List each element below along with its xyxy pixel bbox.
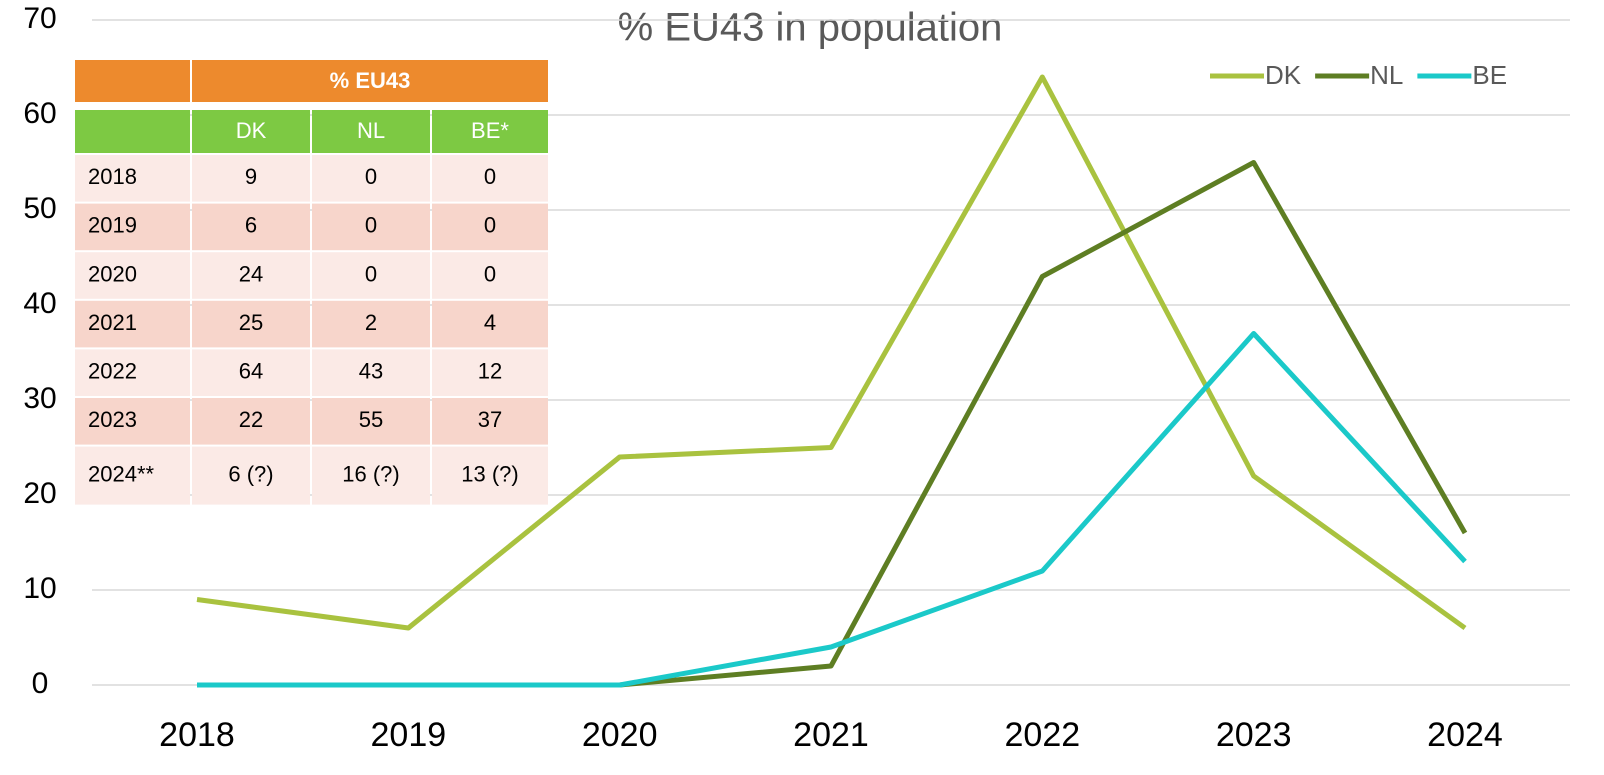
table-cell-bg <box>432 300 548 348</box>
table-cell-bg <box>75 300 190 348</box>
table-cell-bg <box>75 446 190 505</box>
table-col-bg <box>192 110 310 153</box>
table-cell-bg <box>192 349 310 396</box>
y-tick-label: 60 <box>23 97 56 130</box>
table-col-bg <box>312 110 430 153</box>
table-cell: 2020 <box>88 261 137 286</box>
table-cell: 0 <box>365 164 377 189</box>
table-column: NL <box>357 118 385 143</box>
table-cell-bg <box>192 203 310 251</box>
table-cell: 25 <box>239 310 263 335</box>
legend-label: BE <box>1472 60 1507 90</box>
x-tick-label: 2024 <box>1427 716 1503 754</box>
table-cell-bg <box>432 349 548 396</box>
table-column: BE* <box>471 118 509 143</box>
table-cell: 0 <box>484 164 496 189</box>
table-cell: 16 (?) <box>342 461 399 486</box>
chart-title: % EU43 in population <box>618 6 1003 50</box>
table-cell: 4 <box>484 310 496 335</box>
data-line <box>196 74 1467 631</box>
table-cell: 0 <box>365 261 377 286</box>
legend-label: NL <box>1370 60 1403 90</box>
table-cell-bg <box>312 155 430 202</box>
table-cell: 2018 <box>88 164 137 189</box>
table-header-bg <box>192 60 548 102</box>
table-cell-bg <box>75 203 190 251</box>
table-cell-bg <box>312 349 430 396</box>
table-cell: 6 <box>245 213 257 238</box>
table-cell: 9 <box>245 164 257 189</box>
table-cell-bg <box>75 398 190 445</box>
table-cell-bg <box>75 155 190 202</box>
table-cell: 2023 <box>88 407 137 432</box>
table-cell-bg <box>312 300 430 348</box>
table-cell: 0 <box>484 213 496 238</box>
table-cell: 43 <box>359 359 383 384</box>
table-cell-bg <box>192 446 310 505</box>
x-tick-label: 2022 <box>1005 716 1081 754</box>
table-cell: 22 <box>239 407 263 432</box>
table-cell-bg <box>312 398 430 445</box>
table-cell-bg <box>312 446 430 505</box>
table-column: DK <box>236 118 267 143</box>
table-cell-bg <box>192 300 310 348</box>
table-cell: 0 <box>365 213 377 238</box>
x-tick-label: 2021 <box>793 716 869 754</box>
table-cell-bg <box>432 398 548 445</box>
table-header: % EU43 <box>330 68 411 93</box>
data-line <box>197 331 1467 688</box>
table-cell: 2019 <box>88 213 137 238</box>
y-tick-label: 20 <box>23 477 56 510</box>
legend-label: DK <box>1265 60 1302 90</box>
table-cell-bg <box>192 155 310 202</box>
table-col-bg <box>432 110 548 153</box>
x-tick-label: 2023 <box>1216 716 1292 754</box>
x-tick-label: 2018 <box>159 716 235 754</box>
table-cell: 6 (?) <box>228 461 273 486</box>
table-cell-bg <box>312 252 430 299</box>
x-tick-label: 2020 <box>582 716 658 754</box>
y-tick-label: 0 <box>32 667 49 700</box>
table-cell: 2024** <box>88 461 155 486</box>
table-cell: 2021 <box>88 310 137 335</box>
table-cell-bg <box>75 349 190 396</box>
table-cell: 37 <box>478 407 502 432</box>
table-cell-bg <box>312 203 430 251</box>
y-tick-label: 50 <box>23 192 56 225</box>
table-cell: 2 <box>365 310 377 335</box>
table-cell-bg <box>432 155 548 202</box>
table-col-bg <box>75 110 190 153</box>
table-cell: 2022 <box>88 359 137 384</box>
y-tick-label: 40 <box>23 287 56 320</box>
table-cell-bg <box>432 203 548 251</box>
table-cell: 64 <box>239 359 263 384</box>
table-cell-bg <box>432 446 548 505</box>
table-cell-bg <box>432 252 548 299</box>
table-cell: 12 <box>478 359 502 384</box>
table-cell-bg <box>192 398 310 445</box>
table-cell: 0 <box>484 261 496 286</box>
y-tick-label: 70 <box>23 2 56 35</box>
table-cell-bg <box>75 252 190 299</box>
table-cell-bg <box>192 252 310 299</box>
table-header-bg <box>75 60 190 102</box>
x-tick-label: 2019 <box>371 716 447 754</box>
table-cell: 24 <box>239 261 263 286</box>
y-tick-label: 10 <box>23 572 56 605</box>
y-tick-label: 30 <box>23 382 56 415</box>
table-cell: 55 <box>359 407 383 432</box>
table-cell: 13 (?) <box>461 461 518 486</box>
